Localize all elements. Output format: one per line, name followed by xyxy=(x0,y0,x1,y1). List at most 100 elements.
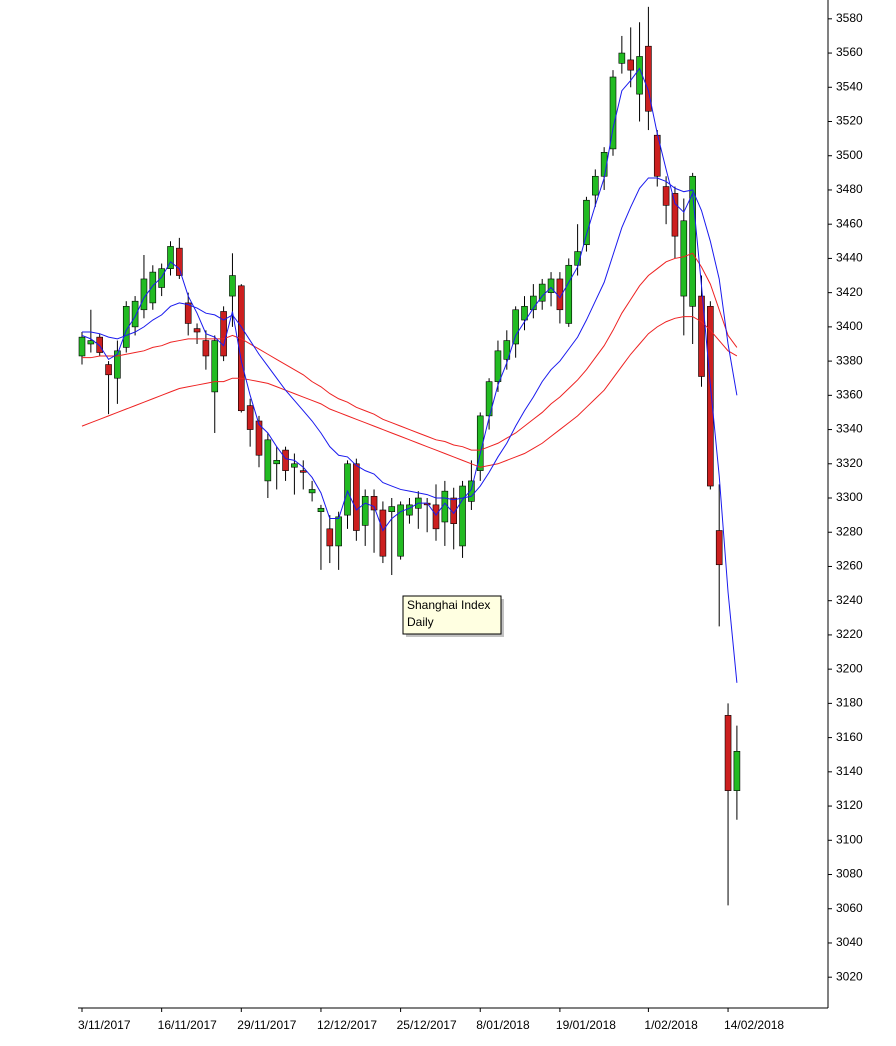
y-tick-label: 3020 xyxy=(836,969,863,983)
candle-body xyxy=(96,336,103,353)
moving-average-line xyxy=(82,177,738,501)
y-tick-label: 3360 xyxy=(836,387,863,401)
candle-body xyxy=(379,509,387,557)
candle-body xyxy=(530,295,537,311)
y-tick-label: 3420 xyxy=(836,285,863,299)
candle-body xyxy=(662,186,670,206)
candle-body xyxy=(255,420,263,456)
candle-body xyxy=(158,268,165,288)
candle-body xyxy=(114,350,121,379)
candle-body xyxy=(353,463,360,531)
candle-body xyxy=(317,507,325,513)
candle-body xyxy=(131,300,139,328)
plot-area xyxy=(78,6,741,906)
moving-average-line xyxy=(82,252,738,451)
candle-body xyxy=(291,463,298,468)
y-tick-label: 3080 xyxy=(836,867,863,881)
candle-body xyxy=(468,480,475,502)
y-tick-label: 3200 xyxy=(836,661,863,675)
candle-body xyxy=(680,220,688,297)
y-tick-label: 3380 xyxy=(836,353,863,367)
candle-body xyxy=(184,302,192,324)
annotation-text: Shanghai Index xyxy=(407,598,490,612)
candle-body xyxy=(282,449,289,471)
candle-body xyxy=(370,495,378,511)
y-tick-label: 3320 xyxy=(836,456,863,470)
candle-body xyxy=(609,76,617,150)
y-tick-label: 3120 xyxy=(836,798,863,812)
candle-body xyxy=(618,52,626,64)
candle-body xyxy=(344,463,351,516)
candle-body xyxy=(715,530,723,566)
x-tick-label: 14/02/2018 xyxy=(724,1018,784,1032)
y-tick-label: 3480 xyxy=(836,182,863,196)
candle-body xyxy=(459,485,466,547)
candle-body xyxy=(547,278,555,293)
y-tick-label: 3560 xyxy=(836,45,863,59)
y-tick-label: 3220 xyxy=(836,627,863,641)
candle-body xyxy=(87,340,95,345)
y-tick-label: 3140 xyxy=(836,764,863,778)
annotation-box: Shanghai Index Daily xyxy=(402,595,504,637)
candle-body xyxy=(229,275,236,297)
candle-body xyxy=(149,271,157,304)
x-tick-label: 16/11/2017 xyxy=(158,1018,217,1032)
candle-body xyxy=(645,45,652,112)
x-tick-label: 25/12/2017 xyxy=(397,1018,457,1032)
candle-body xyxy=(273,460,281,465)
candle-body xyxy=(432,504,440,530)
y-tick-label: 3540 xyxy=(836,79,863,93)
candle-body xyxy=(105,364,112,376)
x-tick-label: 29/11/2017 xyxy=(237,1018,296,1032)
y-tick-label: 3160 xyxy=(836,730,863,744)
candle-body xyxy=(176,247,183,276)
x-tick-label: 12/12/2017 xyxy=(317,1018,377,1032)
candle-body xyxy=(733,750,741,791)
candle-body xyxy=(406,504,413,516)
candle-body xyxy=(308,489,316,494)
candle-body xyxy=(494,350,502,382)
y-tick-label: 3440 xyxy=(836,251,863,265)
candle-body xyxy=(583,199,590,246)
y-tick-label: 3500 xyxy=(836,148,863,162)
candle-body xyxy=(565,264,573,324)
candle-body xyxy=(264,439,272,482)
candle-body xyxy=(78,336,86,357)
candle-body xyxy=(299,470,307,473)
annotation-text: Daily xyxy=(407,615,434,629)
y-tick-label: 3300 xyxy=(836,490,863,504)
y-tick-label: 3520 xyxy=(836,114,863,128)
y-tick-label: 3460 xyxy=(836,216,863,230)
x-tick-label: 3/11/2017 xyxy=(78,1018,131,1032)
moving-average-line xyxy=(81,316,738,468)
candle-body xyxy=(326,528,334,547)
candle-body xyxy=(698,295,705,377)
candle-body xyxy=(521,306,528,321)
y-tick-label: 3400 xyxy=(836,319,863,333)
y-tick-label: 3580 xyxy=(836,11,863,25)
candle-body xyxy=(202,340,210,357)
candle-body xyxy=(167,246,174,269)
y-tick-label: 3100 xyxy=(836,832,863,846)
candle-body xyxy=(246,405,254,430)
y-tick-label: 3340 xyxy=(836,422,863,436)
y-tick-label: 3240 xyxy=(836,593,863,607)
y-tick-label: 3040 xyxy=(836,935,863,949)
candle-body xyxy=(450,497,458,524)
candle-body xyxy=(627,59,635,71)
y-tick-label: 3060 xyxy=(836,901,863,915)
candle-body xyxy=(193,328,201,333)
y-tick-label: 3260 xyxy=(836,559,863,573)
x-tick-label: 1/02/2018 xyxy=(644,1018,698,1032)
candle-body xyxy=(591,175,599,196)
candle-body xyxy=(388,506,396,513)
candle-body xyxy=(335,516,342,547)
candle-body xyxy=(211,340,219,393)
candle-body xyxy=(122,306,130,348)
candle-body xyxy=(512,309,519,345)
moving-average-line xyxy=(81,67,738,683)
x-tick-label: 19/01/2018 xyxy=(556,1018,616,1032)
candle-body xyxy=(707,306,714,487)
